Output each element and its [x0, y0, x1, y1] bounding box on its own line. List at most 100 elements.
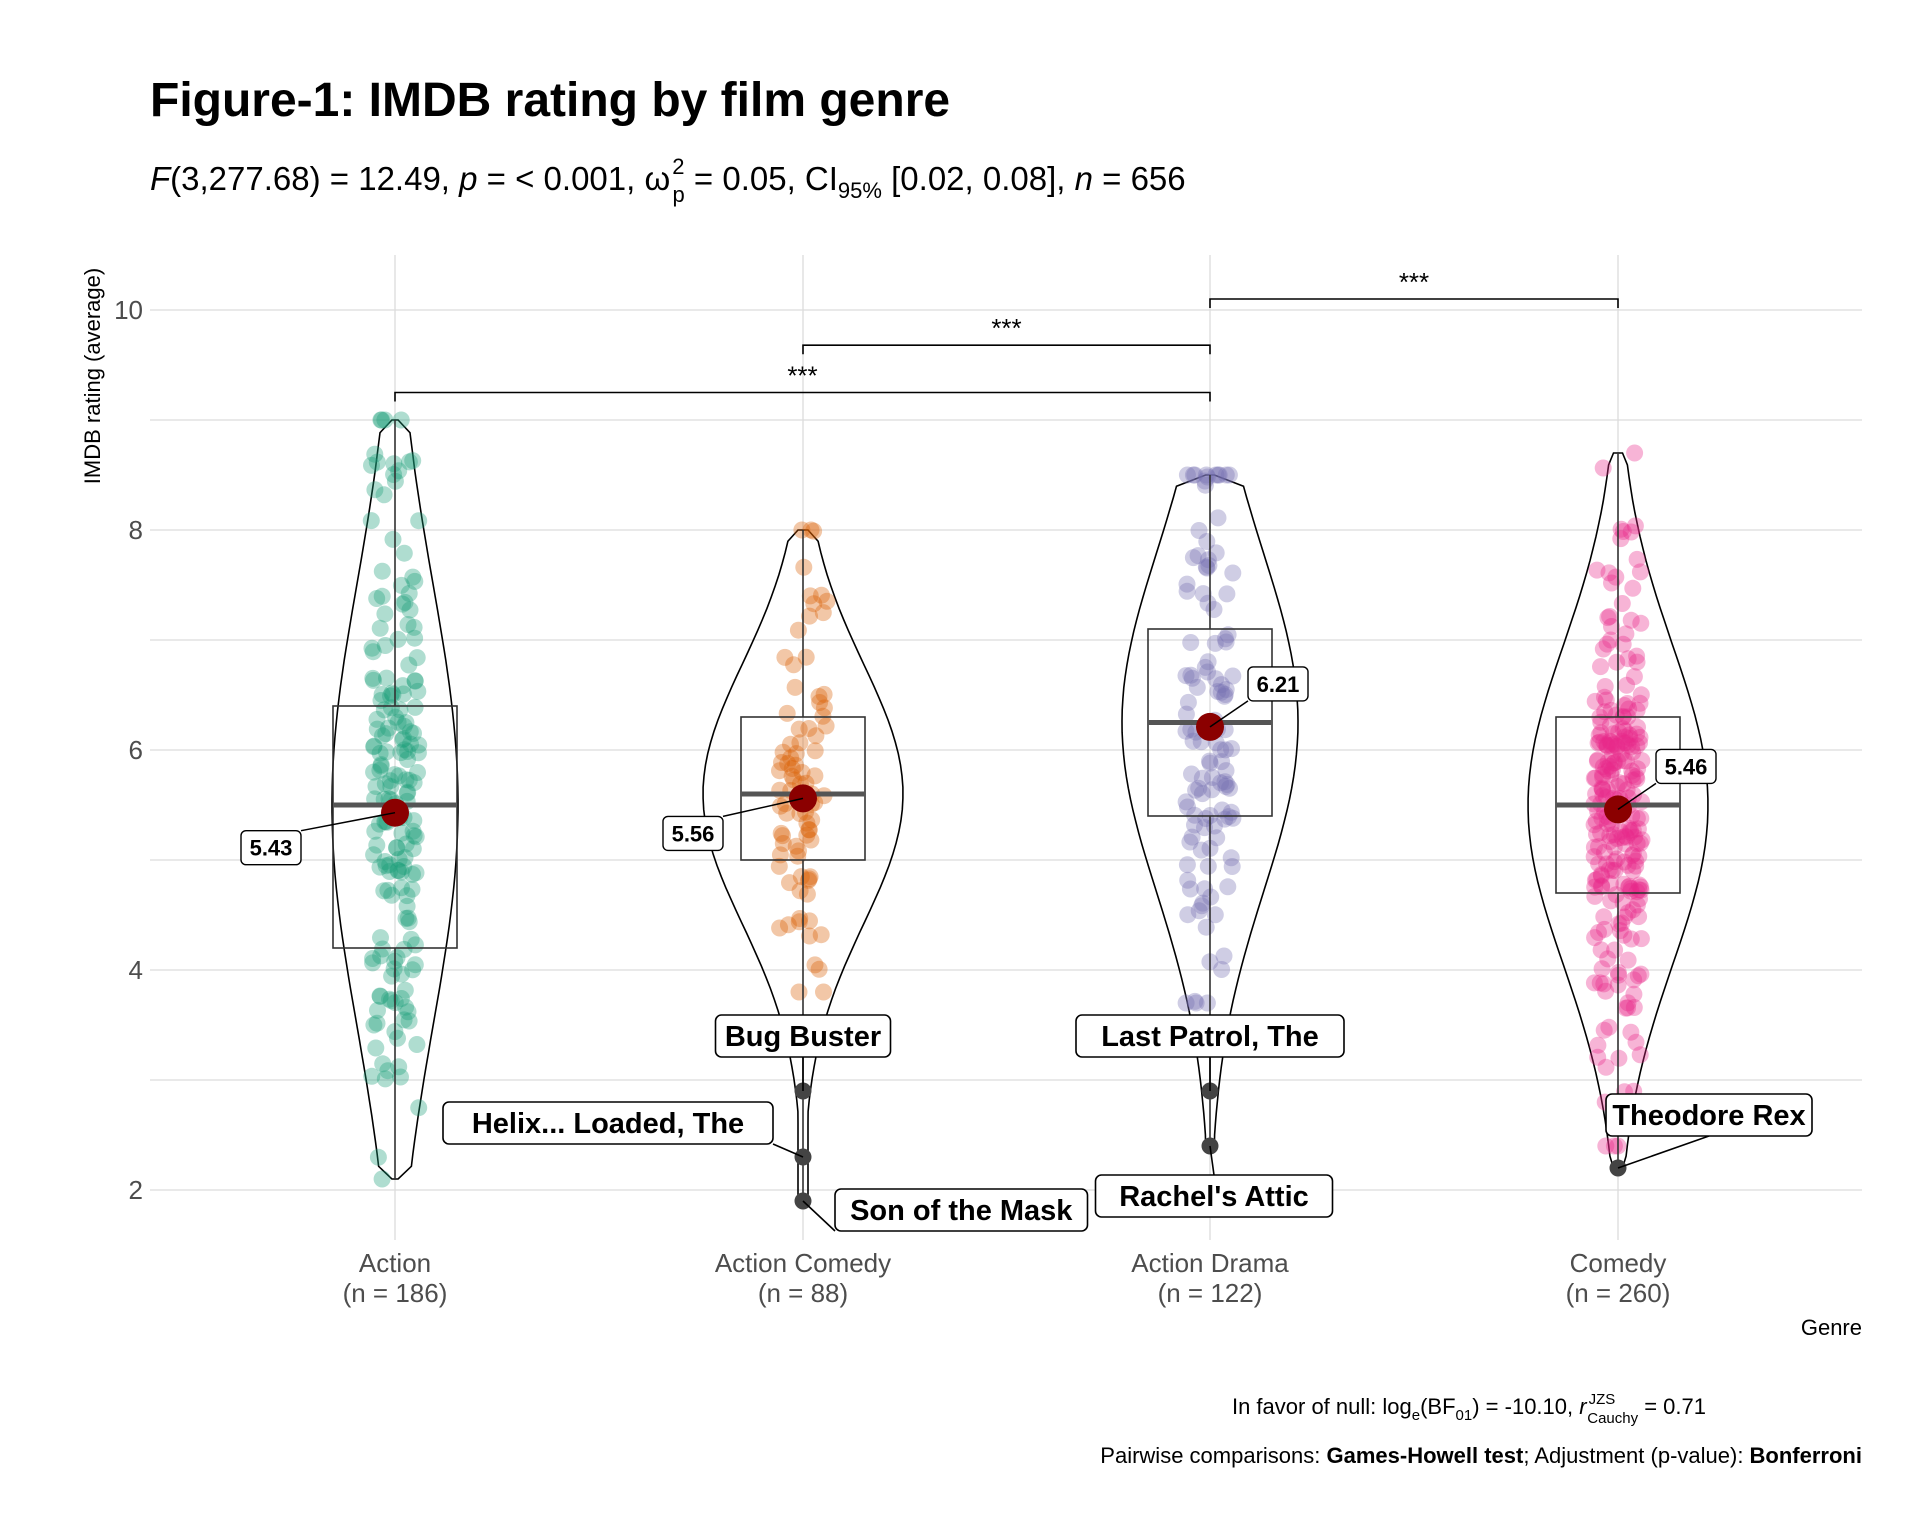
x-tick-n-label: (n = 260): [1566, 1278, 1671, 1308]
data-point: [785, 656, 803, 674]
data-point: [374, 727, 391, 745]
data-point: [778, 804, 796, 822]
data-point: [1632, 878, 1650, 896]
data-point: [1207, 670, 1225, 688]
data-point: [1615, 875, 1633, 893]
data-point: [801, 607, 818, 625]
data-point: [385, 960, 403, 978]
x-tick-n-label: (n = 122): [1158, 1278, 1263, 1308]
data-point: [793, 521, 811, 539]
data-point: [779, 755, 797, 772]
data-point: [1603, 761, 1621, 779]
data-point: [1594, 780, 1611, 798]
data-point: [373, 587, 391, 605]
data-point: [1189, 547, 1207, 565]
data-point: [392, 744, 410, 762]
data-point: [1618, 676, 1636, 694]
significance-bracket: [394, 391, 1211, 402]
data-point: [1622, 823, 1639, 841]
data-point: [386, 766, 404, 784]
data-point: [1220, 466, 1238, 484]
data-point: [1615, 752, 1633, 770]
data-point: [1624, 743, 1642, 761]
data-point: [1614, 635, 1632, 653]
data-point: [1595, 1021, 1613, 1039]
jitter-points: [362, 411, 1651, 1188]
data-point: [1619, 736, 1637, 754]
data-point: [372, 947, 390, 965]
data-point: [1193, 897, 1211, 915]
data-point: [1608, 850, 1626, 868]
data-point: [1624, 862, 1642, 880]
data-point: [1593, 878, 1611, 896]
data-point: [1216, 741, 1234, 759]
data-point: [371, 987, 389, 1005]
data-point: [1616, 835, 1634, 853]
data-point: [383, 886, 401, 904]
data-point: [374, 940, 391, 958]
data-point: [1608, 830, 1626, 847]
mean-label: 5.46: [1665, 754, 1708, 779]
data-point: [1624, 901, 1642, 919]
data-point: [379, 881, 397, 899]
data-point: [1628, 896, 1646, 914]
data-point: [818, 592, 836, 610]
data-point: [1223, 740, 1240, 758]
data-point: [1199, 551, 1217, 569]
data-point: [1219, 878, 1237, 896]
data-point: [1193, 769, 1211, 787]
data-point: [1632, 965, 1650, 983]
data-point: [376, 1070, 394, 1088]
data-point: [396, 593, 414, 611]
data-point: [815, 685, 833, 703]
data-point: [1201, 752, 1218, 770]
data-point: [389, 1029, 406, 1047]
data-point: [389, 630, 407, 648]
outlier-label: Last Patrol, The: [1101, 1021, 1319, 1053]
data-point: [365, 737, 383, 755]
data-point: [1594, 768, 1612, 786]
data-point: [1604, 725, 1622, 743]
data-point: [1223, 858, 1241, 875]
mean-label-connector: [300, 811, 396, 832]
data-point: [1199, 857, 1217, 875]
data-point: [802, 831, 820, 849]
data-point: [1597, 760, 1615, 778]
data-point: [770, 857, 788, 875]
data-point: [1600, 564, 1618, 582]
data-point: [371, 987, 389, 1005]
data-point: [1601, 732, 1619, 750]
data-point: [405, 774, 423, 792]
significance-bracket: [1209, 298, 1619, 308]
data-point: [1603, 746, 1621, 764]
data-point: [1631, 890, 1648, 908]
data-point: [1208, 829, 1226, 847]
data-point: [1199, 653, 1217, 671]
data-point: [1196, 472, 1214, 490]
data-point: [1179, 798, 1196, 816]
data-point: [1213, 961, 1231, 978]
data-point: [1586, 692, 1604, 710]
data-point: [1616, 908, 1634, 926]
x-tick-label: Action Drama: [1131, 1248, 1289, 1278]
data-point: [1625, 971, 1643, 989]
data-point: [1632, 881, 1650, 899]
data-point: [1632, 614, 1650, 632]
data-point: [1177, 722, 1195, 740]
data-point: [397, 771, 415, 789]
data-point: [368, 1014, 386, 1032]
data-point: [1586, 878, 1604, 896]
data-point: [369, 1148, 387, 1166]
data-point: [783, 767, 801, 785]
data-point: [1629, 718, 1646, 736]
data-point: [372, 411, 390, 429]
data-point: [406, 936, 424, 954]
data-point: [1179, 906, 1197, 924]
data-point: [394, 595, 412, 613]
data-point: [1612, 823, 1629, 841]
data-point: [1587, 785, 1605, 803]
data-point: [399, 783, 417, 801]
data-point: [400, 771, 418, 789]
data-point: [1627, 857, 1645, 875]
data-point: [401, 723, 419, 741]
